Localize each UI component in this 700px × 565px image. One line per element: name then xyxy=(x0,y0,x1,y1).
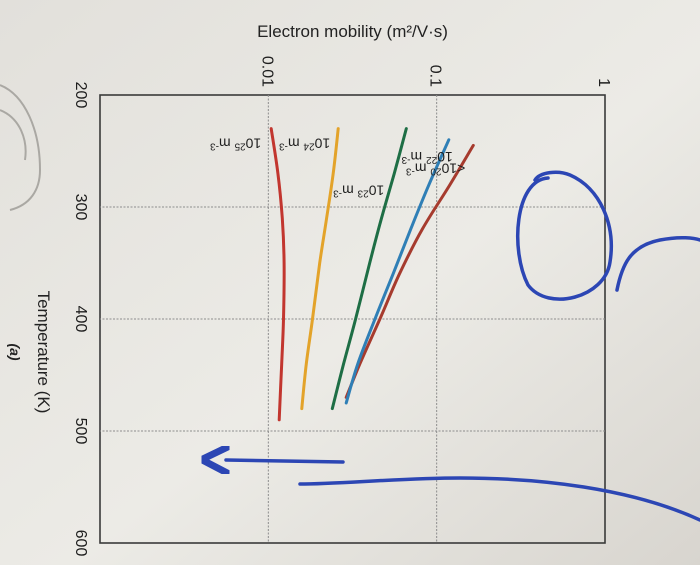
pen-long-stroke xyxy=(298,476,700,522)
x-tick-label: 400 xyxy=(72,306,89,333)
y-tick-labels: 0.01 0.1 1 xyxy=(258,56,612,87)
series-line xyxy=(344,138,451,405)
series-label: 1023 m-3 xyxy=(333,182,385,199)
pen-annotations xyxy=(226,170,700,522)
y-tick-label: 0.1 xyxy=(427,65,444,87)
pen-arrow xyxy=(226,460,345,462)
series-layer xyxy=(269,127,475,422)
y-axis-label: Electron mobility (m²/V·s) xyxy=(257,22,448,41)
pen-hook xyxy=(615,235,700,292)
subfigure-label: (a) xyxy=(7,343,23,360)
x-tick-label: 300 xyxy=(72,194,89,221)
x-tick-labels: 200 300 400 500 600 xyxy=(72,82,89,557)
x-tick-label: 500 xyxy=(72,418,89,445)
series-line xyxy=(269,127,286,422)
series-label: 1024 m-3 xyxy=(279,136,331,153)
series-label: 1022 m-3 xyxy=(401,149,453,166)
x-tick-label: 600 xyxy=(72,530,89,557)
x-axis-label: Temperature (K) xyxy=(34,291,53,414)
series-line xyxy=(300,127,340,411)
series-label: <1020 m-3 xyxy=(406,160,466,177)
series-line xyxy=(344,143,475,399)
pencil-doodle xyxy=(0,84,42,211)
series-label: 1025 m-3 xyxy=(210,136,262,153)
y-tick-label: 1 xyxy=(595,78,612,87)
pen-circle xyxy=(516,170,613,301)
x-tick-label: 200 xyxy=(72,82,89,109)
y-tick-label: 0.01 xyxy=(258,56,275,87)
series-line xyxy=(330,127,408,411)
